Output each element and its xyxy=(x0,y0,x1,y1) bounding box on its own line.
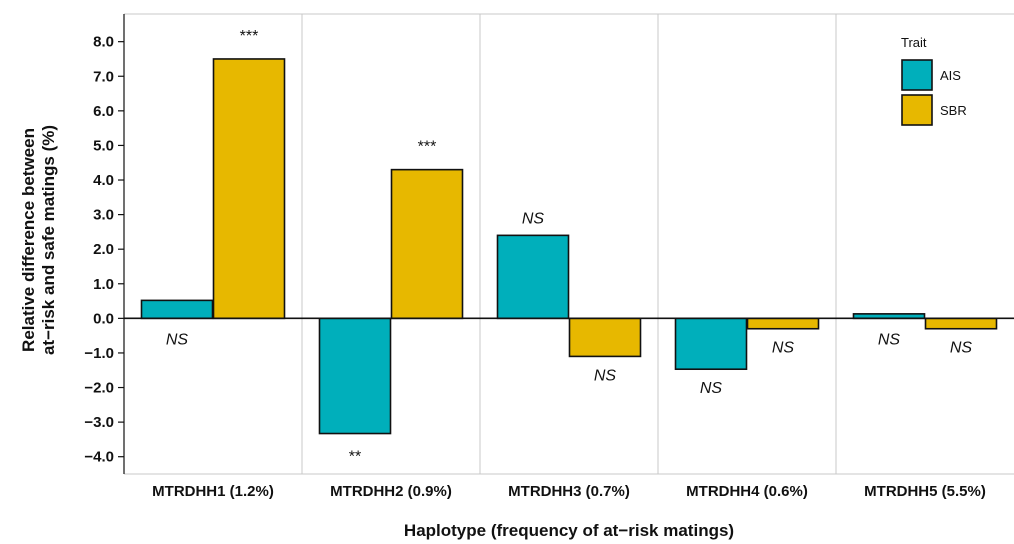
category-label-mtrdhh2-0-9: MTRDHH2 (0.9%) xyxy=(330,483,452,500)
y-tick-label: 8.0 xyxy=(93,34,114,51)
labels: NS***MTRDHH1 (1.2%)*****MTRDHH2 (0.9%)NS… xyxy=(152,28,986,500)
bar-sbr-mtrdhh3-0-7 xyxy=(568,317,642,358)
significance-label-ais-mtrdhh1-1-2: NS xyxy=(166,331,189,348)
y-tick-label: 4.0 xyxy=(93,172,114,189)
y-axis-title-line-2: at−risk and safe matings (%) xyxy=(39,125,58,355)
significance-label-sbr-mtrdhh4-0-6: NS xyxy=(772,340,795,357)
bar-ais-mtrdhh2-0-9 xyxy=(318,317,392,435)
significance-label-ais-mtrdhh3-0-7: NS xyxy=(522,210,545,227)
bar-sbr-mtrdhh2-0-9 xyxy=(390,168,464,320)
y-tick-label: 5.0 xyxy=(93,137,114,154)
legend-label-ais: AIS xyxy=(940,68,961,83)
significance-label-sbr-mtrdhh5-5-5: NS xyxy=(950,340,973,357)
significance-label-sbr-mtrdhh3-0-7: NS xyxy=(594,367,617,384)
significance-label-ais-mtrdhh2-0-9: ** xyxy=(349,449,361,466)
significance-label-sbr-mtrdhh1-1-2: *** xyxy=(240,28,259,45)
bar-ais-mtrdhh3-0-7 xyxy=(496,234,570,320)
bar-sbr-mtrdhh4-0-6 xyxy=(746,317,820,330)
significance-label-ais-mtrdhh4-0-6: NS xyxy=(700,380,723,397)
x-axis-title: Haplotype (frequency of at−risk matings) xyxy=(404,521,734,540)
y-tick-label: −1.0 xyxy=(84,345,114,362)
bar-ais-mtrdhh1-1-2 xyxy=(140,299,214,320)
y-axis-title-line-1: Relative difference between xyxy=(19,128,38,352)
y-tick-label: 7.0 xyxy=(93,68,114,85)
legend-swatch-sbr xyxy=(901,94,933,126)
category-label-mtrdhh1-1-2: MTRDHH1 (1.2%) xyxy=(152,483,274,500)
significance-label-ais-mtrdhh5-5-5: NS xyxy=(878,331,901,348)
category-label-mtrdhh4-0-6: MTRDHH4 (0.6%) xyxy=(686,483,808,500)
axes: 8.0 7.0 6.0 5.0 4.0 3.0 2.0 1.0 0.0 −1.0 −2.0 −3.0 −… xyxy=(84,14,1014,474)
legend-swatch-ais xyxy=(901,59,933,91)
legend-label-sbr: SBR xyxy=(940,103,967,118)
y-tick-label: −3.0 xyxy=(84,414,114,431)
y-tick-label: 6.0 xyxy=(93,103,114,120)
y-tick-label: −2.0 xyxy=(84,380,114,397)
y-tick-label: 3.0 xyxy=(93,207,114,224)
bar-sbr-mtrdhh5-5-5 xyxy=(924,317,998,330)
y-axis-title: Relative difference between at−risk and … xyxy=(19,125,58,355)
category-separators xyxy=(124,13,1014,475)
y-tick-label: 1.0 xyxy=(93,276,114,293)
legend-title: Trait xyxy=(901,35,927,50)
bars xyxy=(140,58,998,435)
category-label-mtrdhh3-0-7: MTRDHH3 (0.7%) xyxy=(508,483,630,500)
legend: Trait AIS SBR xyxy=(901,35,967,126)
significance-label-sbr-mtrdhh2-0-9: *** xyxy=(418,139,437,156)
bar-sbr-mtrdhh1-1-2 xyxy=(212,58,286,320)
y-tick-label: −4.0 xyxy=(84,449,114,466)
y-tick-label: 0.0 xyxy=(93,310,114,327)
category-label-mtrdhh5-5-5: MTRDHH5 (5.5%) xyxy=(864,483,986,500)
bar-ais-mtrdhh4-0-6 xyxy=(674,317,748,371)
y-tick-label: 2.0 xyxy=(93,241,114,258)
